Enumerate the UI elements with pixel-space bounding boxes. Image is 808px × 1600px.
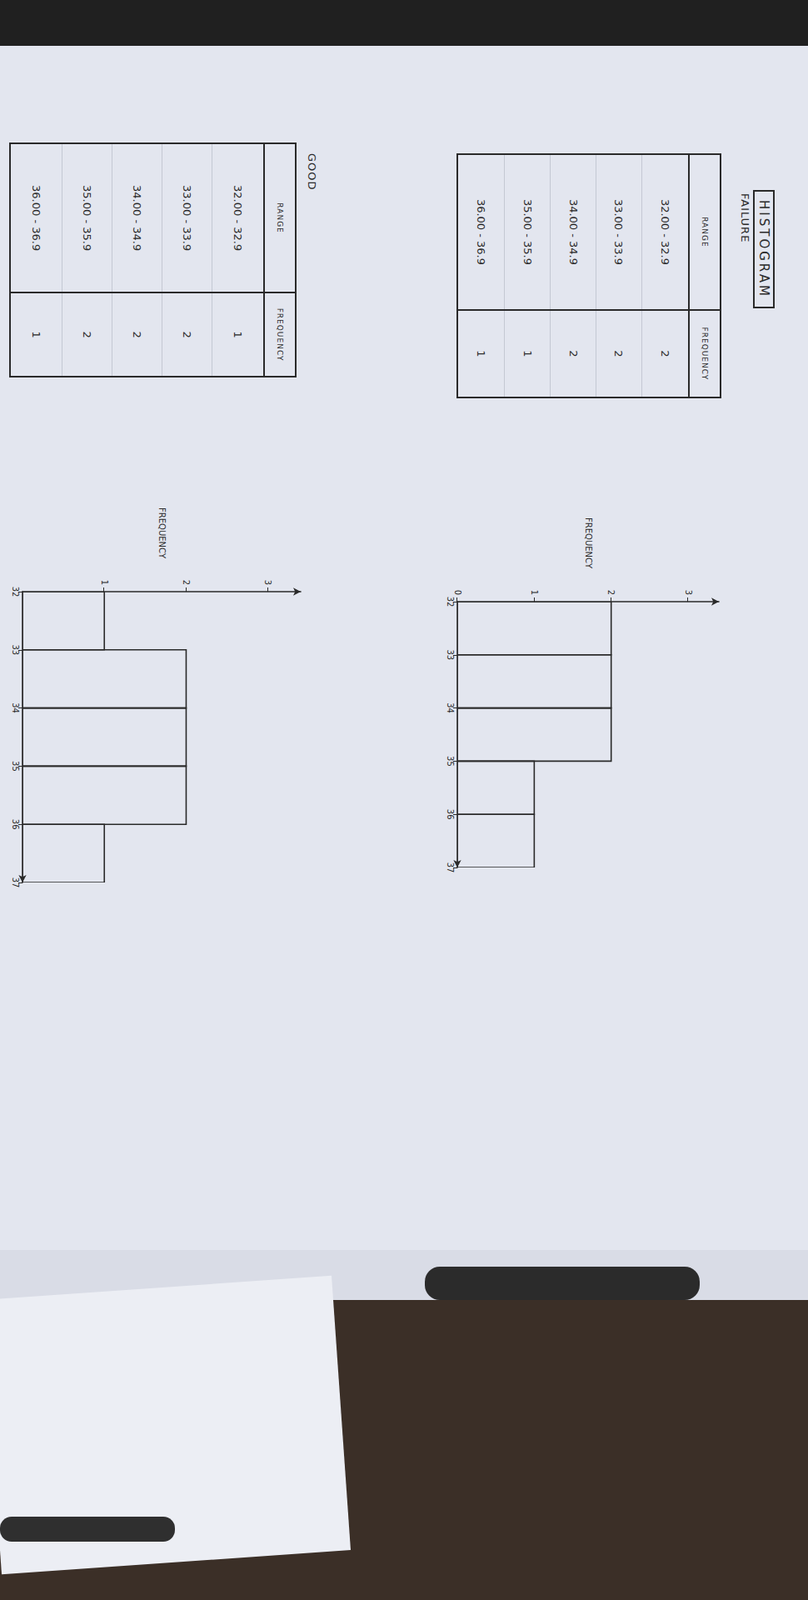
html-text:32.00 - 32.9: 32.00 - 32.9 — [231, 184, 245, 251]
svg-text:3: 3 — [683, 589, 694, 595]
html-text:GOOD: GOOD — [305, 153, 319, 191]
svg-text:32: 32 — [445, 596, 455, 608]
html-text:1: 1 — [474, 350, 488, 358]
svg-text:FREQUENCY: FREQUENCY — [157, 507, 167, 559]
html-text:2: 2 — [130, 331, 144, 338]
html-text:35.00 - 35.9: 35.00 - 35.9 — [521, 199, 534, 265]
html-text:33.00 - 33.9: 33.00 - 33.9 — [181, 184, 194, 251]
svg-text:35: 35 — [445, 755, 455, 767]
svg-text:32: 32 — [10, 586, 20, 598]
html-text:34.00 - 34.9: 34.00 - 34.9 — [130, 184, 144, 251]
svg-text:36: 36 — [10, 818, 20, 830]
svg-text:3: 3 — [263, 579, 273, 585]
svg-text:1: 1 — [99, 579, 110, 585]
svg-text:33: 33 — [10, 643, 20, 655]
html-text:FAILURE: FAILURE — [738, 193, 752, 243]
svg-text:2: 2 — [606, 589, 616, 595]
html-text:32.00 - 32.9: 32.00 - 32.9 — [658, 199, 672, 265]
html-text:2: 2 — [566, 350, 580, 358]
svg-text:0: 0 — [453, 589, 463, 595]
svg-text:37: 37 — [445, 862, 455, 873]
html-text:36.00 - 36.9: 36.00 - 36.9 — [29, 184, 43, 251]
html-text:HISTOGRAM: HISTOGRAM — [756, 199, 772, 299]
html-text:35.00 - 35.9: 35.00 - 35.9 — [80, 184, 94, 251]
svg-text:33: 33 — [445, 648, 455, 660]
svg-text:34: 34 — [445, 702, 455, 714]
svg-text:1: 1 — [529, 589, 539, 595]
html-text:1: 1 — [231, 331, 245, 338]
svg-text:2: 2 — [181, 579, 191, 585]
html-text:RANGE: RANGE — [275, 202, 285, 234]
html-text:2: 2 — [658, 350, 672, 358]
html-text:2: 2 — [612, 350, 626, 358]
html-text:FREQUENCY: FREQUENCY — [275, 307, 285, 362]
svg-text:34: 34 — [10, 702, 20, 714]
html-text:FREQUENCY: FREQUENCY — [700, 326, 709, 381]
html-text:33.00 - 33.9: 33.00 - 33.9 — [612, 199, 626, 265]
html-text:34.00 - 34.9: 34.00 - 34.9 — [566, 199, 580, 265]
html-text:1: 1 — [521, 350, 534, 358]
html-text:2: 2 — [80, 331, 94, 338]
html-text:1: 1 — [29, 331, 43, 338]
html-text:2: 2 — [181, 331, 194, 338]
svg-text:36: 36 — [445, 808, 455, 820]
svg-text:37: 37 — [10, 877, 20, 888]
html-text:RANGE: RANGE — [700, 216, 709, 248]
svg-text:FREQUENCY: FREQUENCY — [583, 517, 594, 569]
html-text:36.00 - 36.9: 36.00 - 36.9 — [474, 199, 488, 265]
svg-text:35: 35 — [10, 760, 20, 772]
